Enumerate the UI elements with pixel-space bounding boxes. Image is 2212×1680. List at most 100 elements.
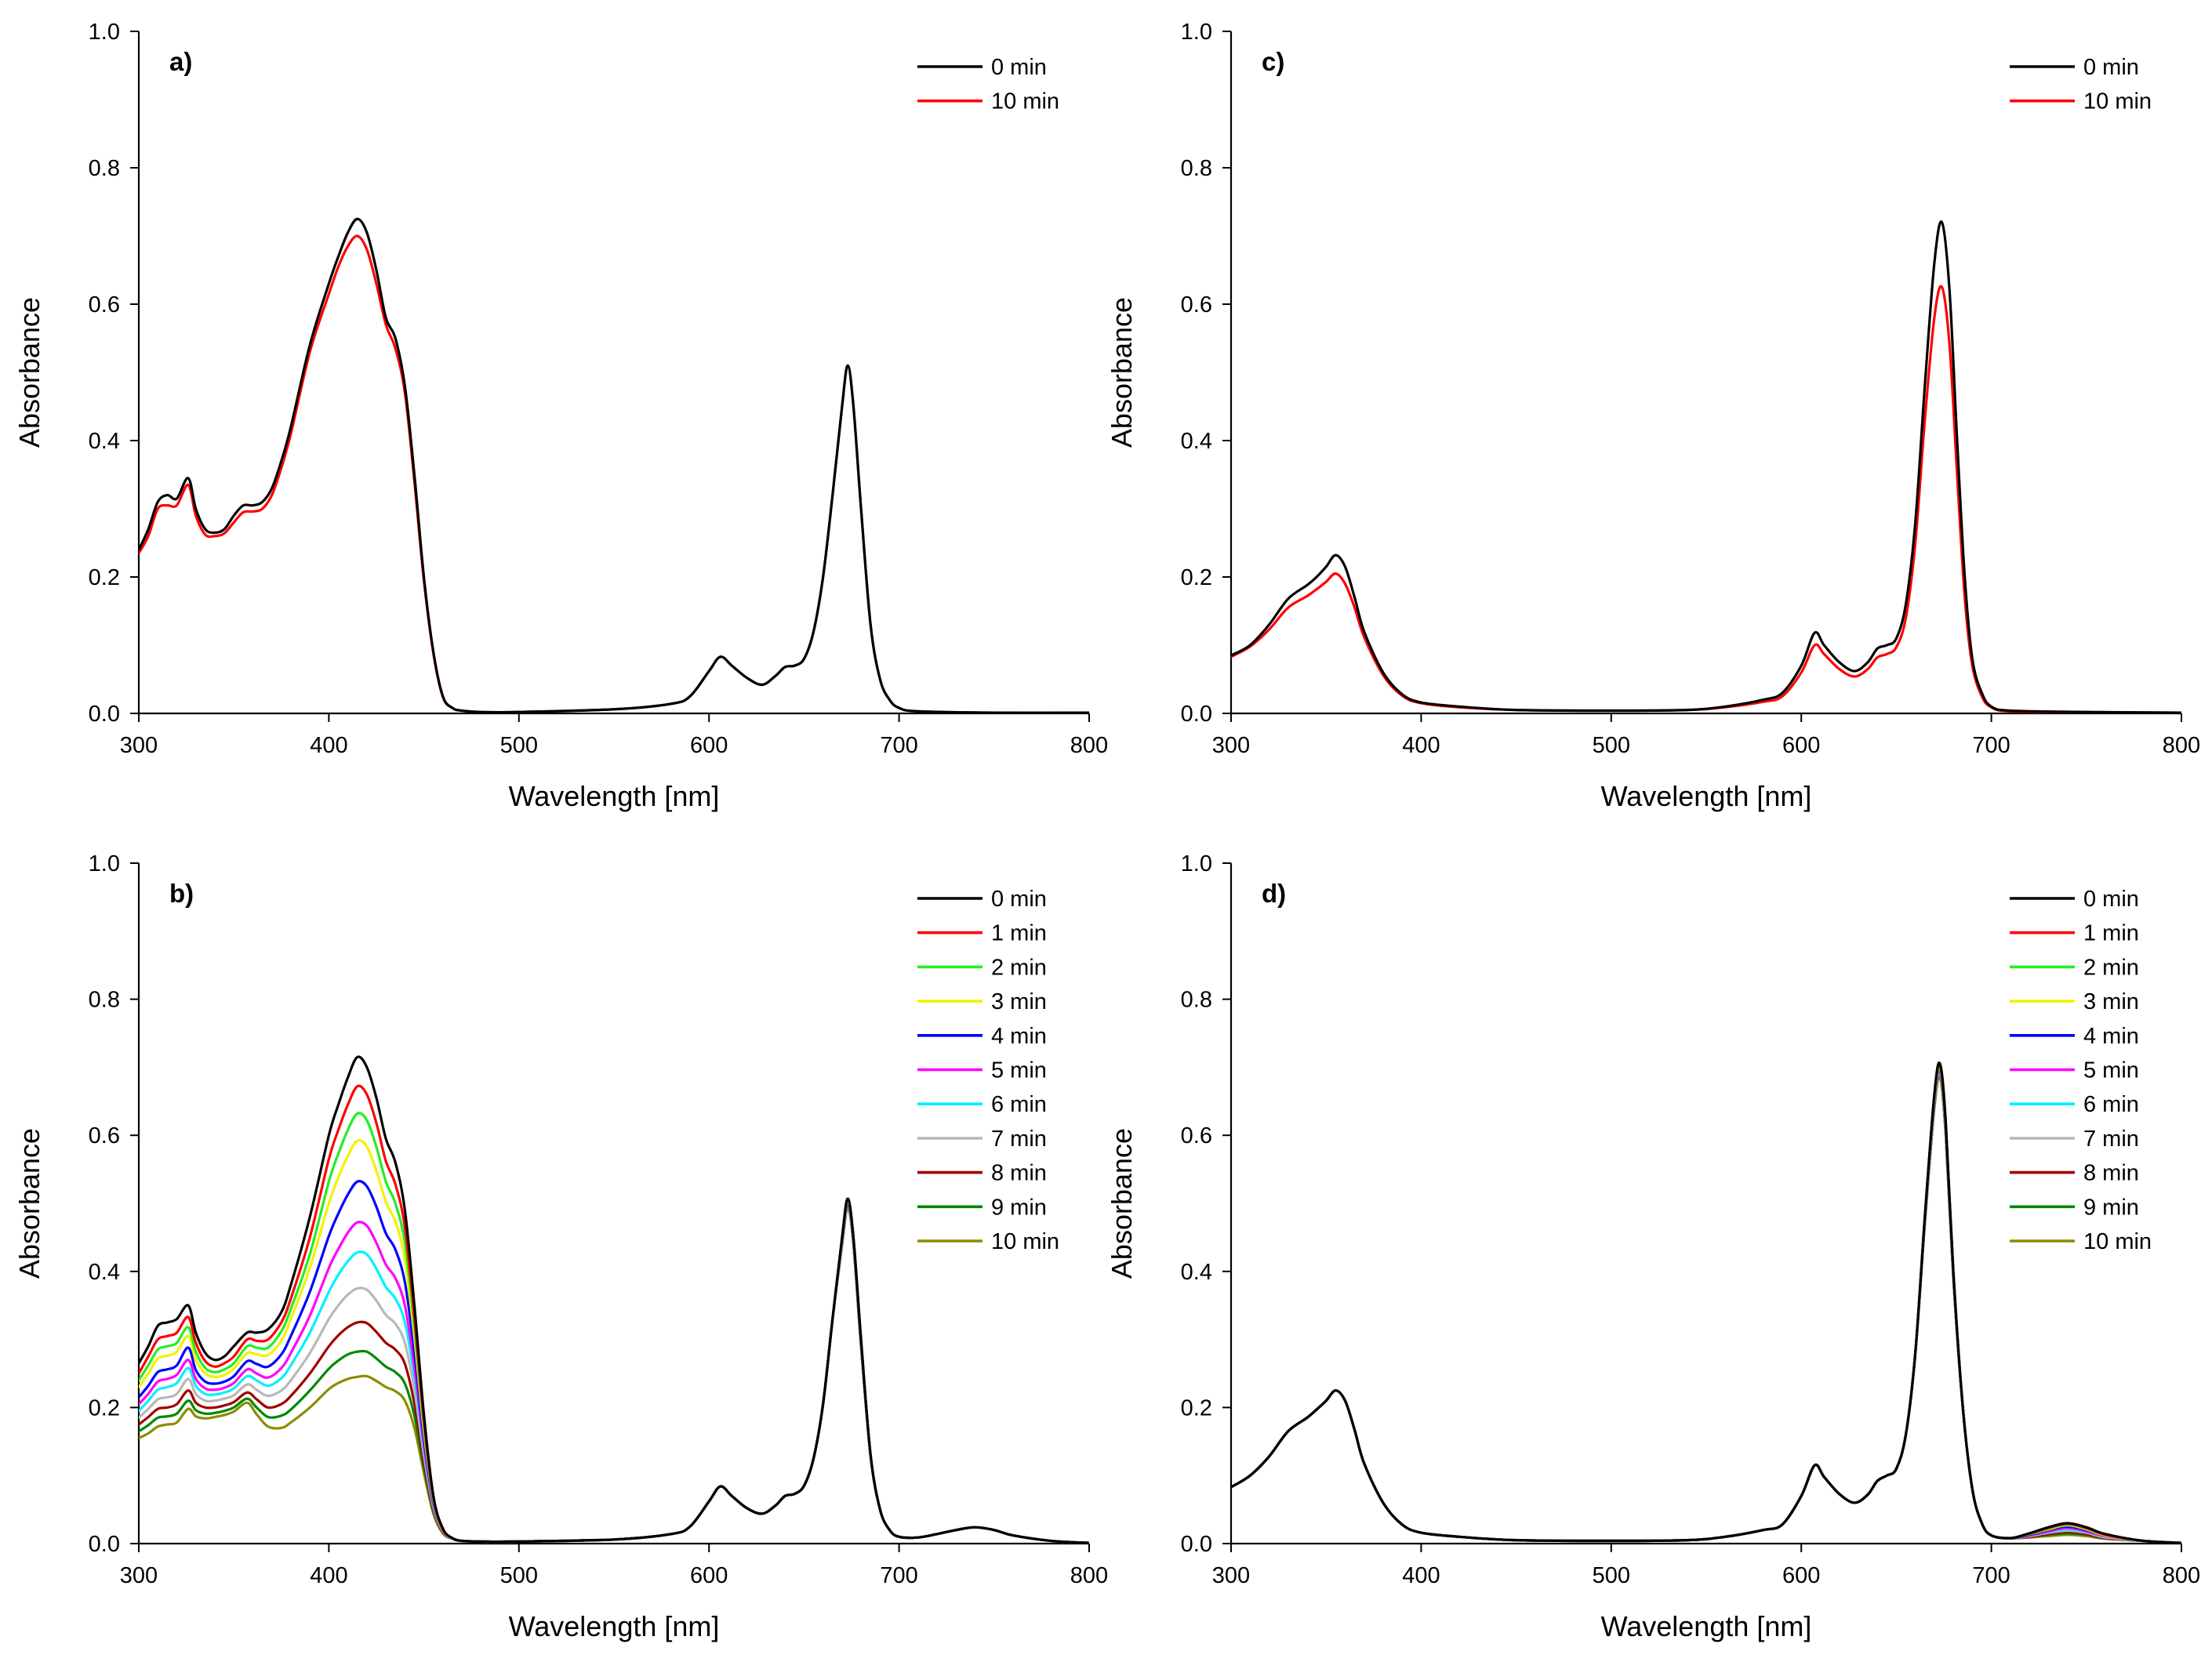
legend-label: 5 min	[2083, 1058, 2139, 1083]
legend-label: 3 min	[991, 989, 1047, 1014]
legend-label: 9 min	[2083, 1195, 2139, 1220]
legend-label: 7 min	[2083, 1127, 2139, 1152]
y-tick-label: 0.2	[89, 1395, 120, 1421]
legend-label: 8 min	[991, 1161, 1047, 1186]
legend: 0 min 10 min	[917, 55, 1059, 114]
y-tick-label: 0.2	[1181, 565, 1212, 590]
data-curves	[139, 1055, 1089, 1544]
series-line-7-min	[139, 1204, 1089, 1544]
legend-label: 4 min	[2083, 1024, 2139, 1049]
y-tick-label: 0.2	[89, 565, 120, 590]
x-tick-label: 500	[500, 1563, 538, 1588]
series-line-10-min	[139, 234, 1089, 713]
panel-letter: c)	[1262, 47, 1284, 76]
legend-label: 10 min	[2083, 89, 2152, 114]
series-line-4-min	[139, 1180, 1089, 1544]
panel-b: 300 400 500 600 700 800 0.0 0.2 0.4 0.6 0.8 1.0 Wave…	[13, 851, 1108, 1642]
legend-label: 6 min	[2083, 1092, 2139, 1117]
y-axis-title: Absorbance	[13, 297, 45, 448]
x-tick-label: 400	[310, 1563, 347, 1588]
x-tick-label: 300	[120, 1563, 158, 1588]
x-tick-label: 500	[500, 733, 538, 758]
y-axis-title: Absorbance	[13, 1128, 45, 1279]
y-tick-label: 0.6	[1181, 1123, 1212, 1148]
series-line-9-min	[139, 1205, 1089, 1544]
panel-d: 300 400 500 600 700 800 0.0 0.2 0.4 0.6 0.8 1.0 Wave…	[1106, 851, 2200, 1642]
x-tick-label: 700	[880, 733, 917, 758]
series-line-0-min	[139, 217, 1089, 713]
data-curves	[1231, 220, 2181, 713]
series-line-8-min	[139, 1204, 1089, 1544]
x-tick-label: 600	[690, 733, 728, 758]
x-tick-label: 800	[1070, 1563, 1108, 1588]
legend-label: 6 min	[991, 1092, 1047, 1117]
series-line-6-min	[1231, 1069, 2181, 1544]
y-tick-label: 0.8	[89, 156, 120, 181]
series-line-9-min	[1231, 1073, 2181, 1544]
y-tick-label: 0.8	[1181, 156, 1212, 181]
legend-label: 10 min	[991, 89, 1059, 114]
series-line-10-min	[1231, 285, 2181, 713]
legend-label: 0 min	[2083, 887, 2139, 912]
x-tick-label: 600	[690, 1563, 728, 1588]
y-tick-label: 0.4	[1181, 429, 1212, 454]
x-tick-label: 300	[120, 733, 158, 758]
x-axis-title: Wavelength [nm]	[509, 1610, 720, 1642]
series-line-2-min	[139, 1112, 1089, 1544]
y-axis-title: Absorbance	[1106, 1128, 1138, 1279]
legend-label: 1 min	[2083, 921, 2139, 946]
x-tick-label: 800	[1070, 733, 1108, 758]
series-line-10-min	[1231, 1075, 2181, 1544]
y-tick-label: 0.6	[89, 1123, 120, 1148]
y-tick-label: 1.0	[89, 851, 120, 876]
y-tick-label: 0.0	[1181, 702, 1212, 727]
x-tick-label: 500	[1593, 733, 1630, 758]
legend-label: 0 min	[2083, 55, 2139, 80]
x-tick-label: 600	[1782, 1563, 1820, 1588]
x-tick-label: 700	[1972, 733, 2010, 758]
y-tick-label: 0.0	[89, 702, 120, 727]
y-tick-label: 1.0	[89, 20, 120, 45]
y-tick-label: 0.0	[1181, 1532, 1212, 1557]
x-axis-title: Wavelength [nm]	[1601, 1610, 1812, 1642]
legend-label: 0 min	[991, 887, 1047, 912]
panel-a: 300 400 500 600 700 800 0.0 0.2 0.4 0.6 0.8 1.0 Wave…	[13, 20, 1108, 812]
x-tick-label: 400	[1402, 733, 1440, 758]
legend-label: 0 min	[991, 55, 1047, 80]
data-curves	[1231, 1061, 2181, 1544]
x-tick-label: 300	[1212, 733, 1250, 758]
series-line-6-min	[139, 1203, 1089, 1544]
series-line-1-min	[1231, 1062, 2181, 1544]
x-tick-label: 500	[1593, 1563, 1630, 1588]
y-tick-label: 0.8	[89, 988, 120, 1013]
x-tick-label: 700	[880, 1563, 917, 1588]
x-tick-label: 800	[2163, 1563, 2200, 1588]
panel-letter: b)	[169, 879, 194, 908]
y-tick-label: 0.8	[1181, 988, 1212, 1013]
series-line-5-min	[139, 1203, 1089, 1544]
legend-label: 10 min	[2083, 1229, 2152, 1254]
y-tick-label: 1.0	[1181, 20, 1212, 45]
legend-label: 5 min	[991, 1058, 1047, 1083]
legend-label: 1 min	[991, 921, 1047, 946]
y-tick-label: 0.4	[89, 1260, 120, 1285]
y-tick-label: 0.0	[89, 1532, 120, 1557]
legend-label: 4 min	[991, 1024, 1047, 1049]
panel-c: 300 400 500 600 700 800 0.0 0.2 0.4 0.6 0.8 1.0 Wave…	[1106, 20, 2200, 812]
x-axis-title: Wavelength [nm]	[509, 780, 720, 812]
legend-label: 2 min	[2083, 955, 2139, 980]
y-tick-label: 0.6	[1181, 292, 1212, 317]
series-line-3-min	[139, 1139, 1089, 1544]
series-line-0-min	[1231, 220, 2181, 713]
y-tick-label: 0.4	[1181, 1260, 1212, 1285]
legend: 0 min 1 min 2 min 3 min 4 min 5 min 6 min 7 min…	[2010, 887, 2152, 1254]
data-curves	[139, 217, 1089, 713]
series-line-0-min	[1231, 1061, 2181, 1544]
panel-letter: d)	[1262, 879, 1286, 908]
legend: 0 min 10 min	[2010, 55, 2152, 114]
panel-letter: a)	[169, 47, 192, 76]
y-tick-label: 0.2	[1181, 1395, 1212, 1421]
x-tick-label: 400	[1402, 1563, 1440, 1588]
